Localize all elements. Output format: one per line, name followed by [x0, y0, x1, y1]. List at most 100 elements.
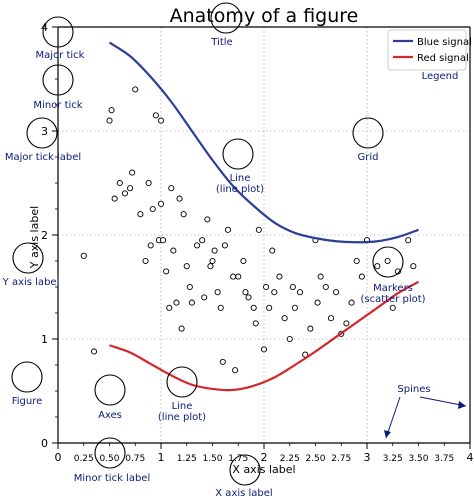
- marker-point: [199, 237, 206, 244]
- marker-point: [217, 304, 224, 311]
- line2-annotation-line: (line plot): [158, 412, 206, 423]
- marker-point: [219, 358, 226, 365]
- x-axis-label-annotation: X axis label: [215, 488, 272, 499]
- annotations: Title Major tick Minor tick Major tick labe…: [2, 2, 467, 499]
- legend-annotation-line: Legend: [422, 71, 459, 82]
- marker-point: [289, 283, 296, 291]
- marker-point: [183, 263, 190, 270]
- spines-arrowhead-right: [458, 401, 466, 409]
- marker-point: [157, 117, 165, 124]
- marker-point: [384, 257, 391, 265]
- spines-arrowhead-bottom: [384, 430, 391, 438]
- marker-point: [152, 112, 159, 119]
- marker-point: [204, 216, 211, 223]
- marker-point: [260, 346, 268, 353]
- marker-point: [145, 179, 152, 187]
- minor-tick-label-x-1.50: 1.50: [202, 454, 222, 464]
- title-annotation: Title: [210, 37, 232, 48]
- major-tick-annotation: Major tick: [36, 50, 85, 61]
- line-annotation: Line (line plot): [216, 173, 264, 195]
- line2-marker-circle: [166, 366, 198, 398]
- marker-point: [317, 273, 324, 280]
- marker-point: [276, 273, 283, 280]
- minor-tick-label-annotation: Minor tick label: [74, 473, 151, 484]
- marker-point: [348, 299, 355, 306]
- marker-point: [178, 325, 185, 332]
- legend-label-red-signal: Red signal: [417, 53, 469, 64]
- marker-point: [389, 304, 396, 311]
- line2-annotation: Line (line plot): [158, 401, 206, 423]
- figure-annotation: Figure: [12, 396, 43, 407]
- marker-point: [307, 325, 314, 332]
- marker-point: [127, 185, 134, 192]
- marker-point: [263, 283, 270, 291]
- marker-point: [80, 252, 87, 259]
- marker-point: [129, 169, 136, 176]
- marker-point: [353, 257, 360, 265]
- major-tick-label-x-0: 0: [55, 451, 62, 464]
- minor-tick-annotation-line: Minor tick: [33, 100, 82, 111]
- marker-point: [142, 257, 149, 265]
- major-tick-label-x-4: 4: [467, 451, 474, 464]
- marker-point: [252, 320, 259, 327]
- marker-point: [147, 242, 154, 249]
- x-axis-label-marker-circle: [229, 454, 261, 486]
- marker-point: [327, 315, 335, 322]
- line-marker-circle: [222, 138, 254, 170]
- minor-tick-label-x-3.50: 3.50: [408, 454, 428, 464]
- marker-point: [269, 247, 276, 254]
- line-series: [108, 41, 420, 392]
- marker-point: [230, 273, 237, 280]
- grid-annotation-line: Grid: [358, 152, 379, 163]
- marker-point: [180, 211, 187, 218]
- grid-annotation: Grid: [358, 152, 379, 163]
- major-tick-label-y-4: 4: [41, 21, 48, 34]
- minor-tick-label-x-0.50: 0.50: [99, 454, 119, 464]
- marker-point: [201, 294, 208, 301]
- marker-point: [296, 289, 304, 296]
- marker-point: [250, 304, 257, 311]
- markers-annotation-line: (scatter plot): [360, 294, 425, 305]
- title-annotation-line: Title: [210, 37, 232, 48]
- legend-label-blue-signal: Blue signal: [417, 37, 472, 48]
- line2-annotation-line: Line: [172, 401, 193, 412]
- minor-tick-label-x-2.75: 2.75: [331, 454, 351, 464]
- major-tick-label-y-1: 1: [41, 333, 48, 346]
- line-annotation-line: Line: [230, 173, 251, 184]
- marker-point: [160, 237, 167, 244]
- marker-point: [221, 242, 228, 249]
- major-tick-label-y-0: 0: [41, 437, 48, 450]
- minor-tick-label-marker-circle: [94, 437, 126, 469]
- marker-point: [410, 263, 417, 270]
- major-tick-label-x-3: 3: [364, 451, 371, 464]
- minor-tick-label-x-3.75: 3.75: [434, 454, 454, 464]
- line-series-blue-signal: [108, 41, 419, 244]
- minor-tick-label-x-0.75: 0.75: [125, 454, 145, 464]
- minor-tick-label-x-3.25: 3.25: [383, 454, 403, 464]
- marker-point: [291, 304, 298, 311]
- spines-arrow-right: [419, 396, 467, 407]
- line-series-red-signal: [109, 280, 420, 392]
- major-tick-label-y-2: 2: [41, 229, 48, 242]
- marker-point: [163, 268, 170, 275]
- major-tick-label-marker-circle: [26, 117, 58, 149]
- marker-point: [211, 247, 218, 254]
- line-annotation-line: (line plot): [216, 184, 264, 195]
- marker-point: [157, 200, 165, 207]
- marker-point: [314, 299, 321, 306]
- major-tick-marker-circle: [42, 16, 74, 48]
- marker-point: [405, 237, 412, 244]
- spines-annotation-line: Spines: [397, 384, 430, 395]
- x-axis-label-annotation-line: X axis label: [215, 488, 272, 499]
- marker-point: [186, 283, 193, 291]
- marker-point: [176, 195, 183, 202]
- axes-marker-circle: [94, 374, 126, 406]
- marker-point: [207, 263, 214, 270]
- ticks: 0 1 2 3 4 0.25 0.50 0.75 1.25 1.50 1.75 2.25 2.50 2.7…: [41, 21, 474, 464]
- marker-point: [343, 320, 350, 327]
- marker-point: [281, 315, 288, 322]
- major-tick-label-x-1: 1: [158, 451, 165, 464]
- marker-point: [121, 190, 128, 197]
- legend-annotation: Legend: [422, 71, 459, 82]
